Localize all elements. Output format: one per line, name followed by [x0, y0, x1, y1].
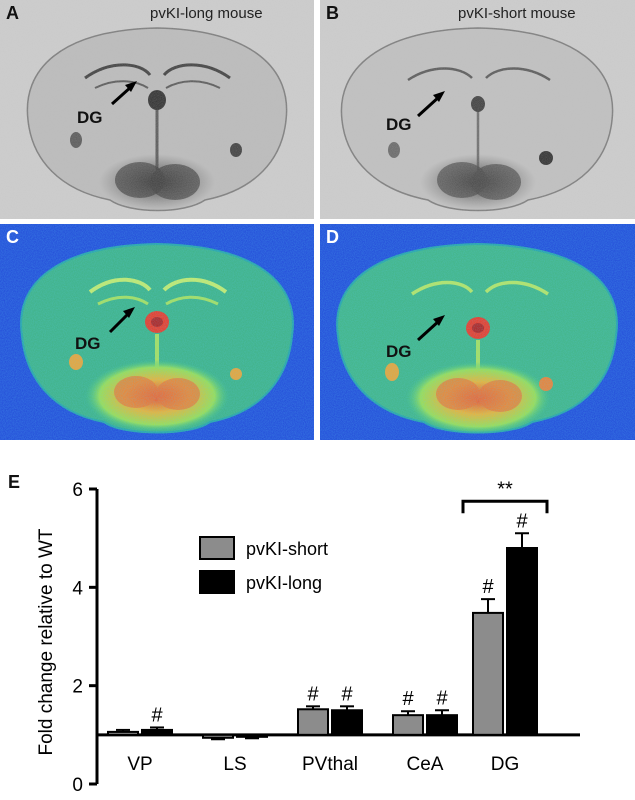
panel-a-label: A — [6, 3, 19, 23]
bar-DG-pvKI-long — [506, 547, 538, 736]
panel-b-label: B — [326, 3, 339, 23]
legend-swatch-pvKI-short — [199, 536, 235, 560]
y-tick-label: 4 — [72, 578, 83, 599]
bar-DG-pvKI-short — [472, 611, 504, 736]
legend-swatch-pvKI-long — [199, 570, 235, 594]
bracket-mark: ** — [497, 478, 513, 500]
panel-b-autoradiograph: B pvKI-short mouse DG — [320, 0, 635, 219]
bar-LS-pvKI-long — [236, 733, 268, 738]
panel-a-dg-label: DG — [77, 108, 103, 127]
legend-label-pvKI-long: pvKI-long — [246, 573, 322, 593]
y-tick-label: 2 — [72, 677, 83, 698]
significance-mark: # — [402, 688, 414, 710]
panel-a-title: pvKI-long mouse — [150, 5, 263, 22]
panel-e-bar-chart: E Fold change relative to WT 0 2 4 6 VP LS PVt… — [0, 462, 635, 800]
panel-c-heatmap: C DG — [0, 224, 314, 440]
significance-mark: # — [307, 683, 319, 705]
bar-PVthal-pvKI-long — [331, 709, 363, 736]
bar-CeA-pvKI-short — [392, 714, 424, 736]
panel-d-label: D — [326, 227, 339, 247]
panel-b-dg-label: DG — [386, 115, 412, 134]
significance-mark: # — [516, 510, 528, 532]
y-tick-label: 0 — [72, 775, 83, 796]
significance-mark: # — [436, 687, 448, 709]
category-label-DG: DG — [491, 754, 520, 775]
legend-label-pvKI-short: pvKI-short — [246, 539, 328, 559]
panel-e-label: E — [8, 472, 20, 492]
bar-LS-pvKI-short — [202, 733, 234, 739]
panel-c-label: C — [6, 227, 19, 247]
bar-VP-pvKI-long — [141, 728, 173, 736]
category-label-LS: LS — [223, 754, 246, 775]
significance-mark: # — [151, 704, 163, 726]
significance-mark: # — [341, 683, 353, 705]
significance-mark: # — [482, 576, 494, 598]
bar-CeA-pvKI-long — [426, 714, 458, 736]
panel-a-autoradiograph: A pvKI-long mouse DG — [0, 0, 314, 219]
category-label-PVthal: PVthal — [302, 754, 358, 775]
significance-bracket — [461, 499, 549, 514]
panel-b-title: pvKI-short mouse — [458, 5, 576, 22]
category-label-VP: VP — [127, 754, 152, 775]
panel-d-heatmap: D DG — [320, 224, 635, 440]
panel-d-dg-label: DG — [386, 342, 412, 361]
bar-PVthal-pvKI-short — [297, 708, 329, 736]
y-tick-label: 6 — [72, 480, 83, 501]
panel-c-dg-label: DG — [75, 334, 101, 353]
bar-VP-pvKI-short — [107, 730, 139, 736]
category-label-CeA: CeA — [407, 754, 444, 775]
y-axis-label: Fold change relative to WT — [36, 528, 57, 755]
